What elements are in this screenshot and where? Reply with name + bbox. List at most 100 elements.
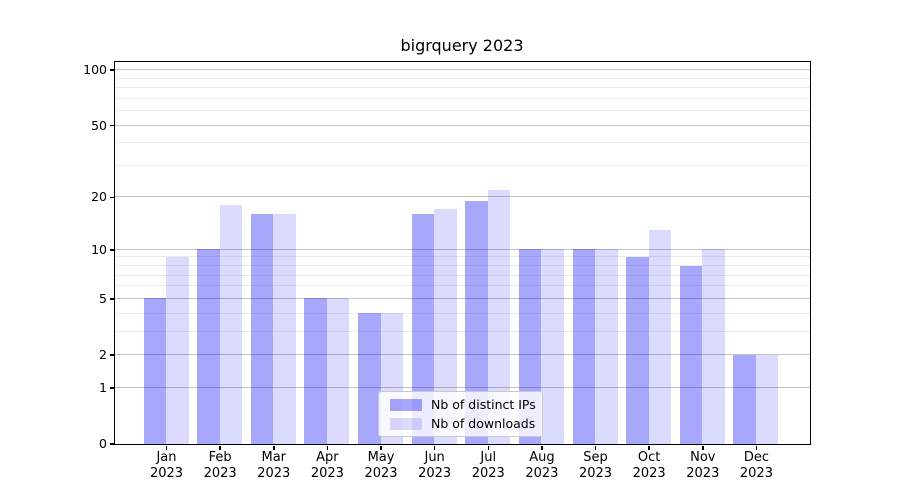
y-tick-label: 1 — [99, 379, 107, 395]
major-gridline — [114, 69, 810, 71]
legend-item-downloads: Nb of downloads — [390, 416, 542, 431]
major-gridline — [114, 386, 810, 388]
y-tick-label: 0 — [99, 436, 107, 451]
minor-gridline — [114, 110, 810, 112]
bar-downloads — [595, 249, 618, 444]
x-axis-tick — [702, 445, 704, 450]
y-axis-tick — [109, 443, 114, 445]
x-axis-tick — [755, 445, 758, 450]
x-tick-label: Oct 2023 — [619, 450, 679, 481]
x-axis-tick — [165, 445, 168, 450]
x-axis-tick — [648, 445, 650, 450]
x-tick-year: 2023 — [149, 465, 184, 481]
bar-downloads — [541, 249, 564, 444]
bar-downloads — [326, 298, 350, 444]
bar-distinct-ips — [250, 214, 274, 444]
y-axis-tick — [109, 124, 114, 127]
legend-label-downloads: Nb of downloads — [431, 416, 536, 431]
y-axis-tick — [109, 298, 114, 300]
x-tick-label: Feb 2023 — [190, 450, 250, 481]
bar-downloads — [219, 205, 243, 444]
y-tick-label: 10 — [91, 241, 107, 257]
minor-gridline — [114, 142, 810, 144]
bar-distinct-ips — [304, 298, 327, 444]
x-tick-label: May 2023 — [351, 450, 411, 481]
y-axis-tick — [109, 387, 114, 389]
y-tick-label: 2 — [99, 347, 107, 362]
minor-gridline — [114, 330, 810, 332]
bar-distinct-ips — [143, 298, 166, 444]
bar-downloads — [273, 214, 296, 444]
x-tick-year: 2023 — [203, 465, 237, 481]
minor-gridline — [114, 265, 810, 267]
x-axis-tick — [541, 445, 543, 450]
bar-distinct-ips — [465, 200, 488, 444]
y-tick-label: 50 — [91, 117, 107, 133]
x-tick-label: Jan 2023 — [137, 450, 197, 481]
y-axis-tick — [109, 196, 114, 199]
x-axis-tick — [380, 445, 382, 450]
bar-distinct-ips — [626, 257, 649, 444]
x-axis-tick — [219, 445, 221, 450]
x-tick-year: 2023 — [739, 465, 773, 481]
minor-gridline — [114, 87, 810, 89]
x-axis-tick — [487, 445, 490, 450]
x-axis-tick — [594, 445, 597, 450]
bar-distinct-ips — [733, 354, 756, 444]
y-axis-tick — [109, 69, 114, 71]
bar-distinct-ips — [411, 214, 435, 444]
legend: Nb of distinct IPs Nb of downloads — [378, 391, 543, 437]
bar-downloads — [702, 249, 725, 444]
x-tick-label: Nov 2023 — [673, 450, 733, 481]
bar-distinct-ips — [197, 249, 220, 444]
major-gridline — [114, 354, 810, 355]
x-axis-tick — [433, 445, 436, 450]
bar-distinct-ips — [679, 265, 703, 444]
x-tick-year: 2023 — [578, 465, 613, 481]
minor-gridline — [114, 285, 810, 287]
x-tick-label: Jun 2023 — [405, 450, 465, 481]
x-tick-label: Sep 2023 — [566, 450, 626, 481]
major-gridline — [114, 248, 810, 250]
y-axis-tick — [109, 249, 114, 251]
x-tick-year: 2023 — [471, 465, 505, 481]
bar-distinct-ips — [572, 249, 596, 444]
minor-gridline — [114, 164, 810, 166]
y-tick-label: 100 — [83, 62, 107, 78]
major-gridline — [114, 196, 810, 198]
x-tick-year: 2023 — [632, 465, 666, 481]
minor-gridline — [114, 97, 810, 99]
x-tick-year: 2023 — [686, 465, 720, 481]
minor-gridline — [114, 256, 810, 258]
y-tick-label: 5 — [99, 290, 107, 306]
x-tick-year: 2023 — [364, 465, 398, 481]
x-tick-label: Dec 2023 — [726, 450, 786, 481]
x-tick-label: Jul 2023 — [458, 450, 518, 481]
bar-downloads — [648, 229, 672, 444]
y-axis-tick — [109, 354, 114, 356]
bar-downloads — [166, 257, 189, 444]
x-tick-label: Mar 2023 — [244, 450, 304, 481]
x-tick-year: 2023 — [257, 465, 291, 481]
legend-swatch-distinct-ips — [390, 398, 422, 411]
x-axis-tick — [273, 445, 275, 450]
minor-gridline — [114, 274, 810, 276]
minor-gridline — [114, 312, 810, 314]
legend-swatch-downloads — [390, 417, 422, 430]
x-tick-year: 2023 — [525, 465, 559, 481]
x-tick-year: 2023 — [418, 465, 452, 481]
major-gridline — [114, 124, 810, 126]
x-tick-year: 2023 — [310, 465, 344, 481]
bar-distinct-ips — [358, 313, 381, 444]
bar-downloads — [434, 209, 457, 444]
bar-downloads — [755, 354, 779, 444]
legend-item-distinct-ips: Nb of distinct IPs — [390, 397, 542, 412]
chart-title: bigrquery 2023 — [400, 36, 524, 55]
bar-downloads — [487, 189, 511, 444]
x-axis-tick — [326, 445, 329, 450]
major-gridline — [114, 297, 810, 299]
x-tick-label: Aug 2023 — [512, 450, 572, 481]
legend-label-distinct-ips: Nb of distinct IPs — [431, 397, 536, 412]
y-tick-label: 20 — [91, 189, 107, 205]
